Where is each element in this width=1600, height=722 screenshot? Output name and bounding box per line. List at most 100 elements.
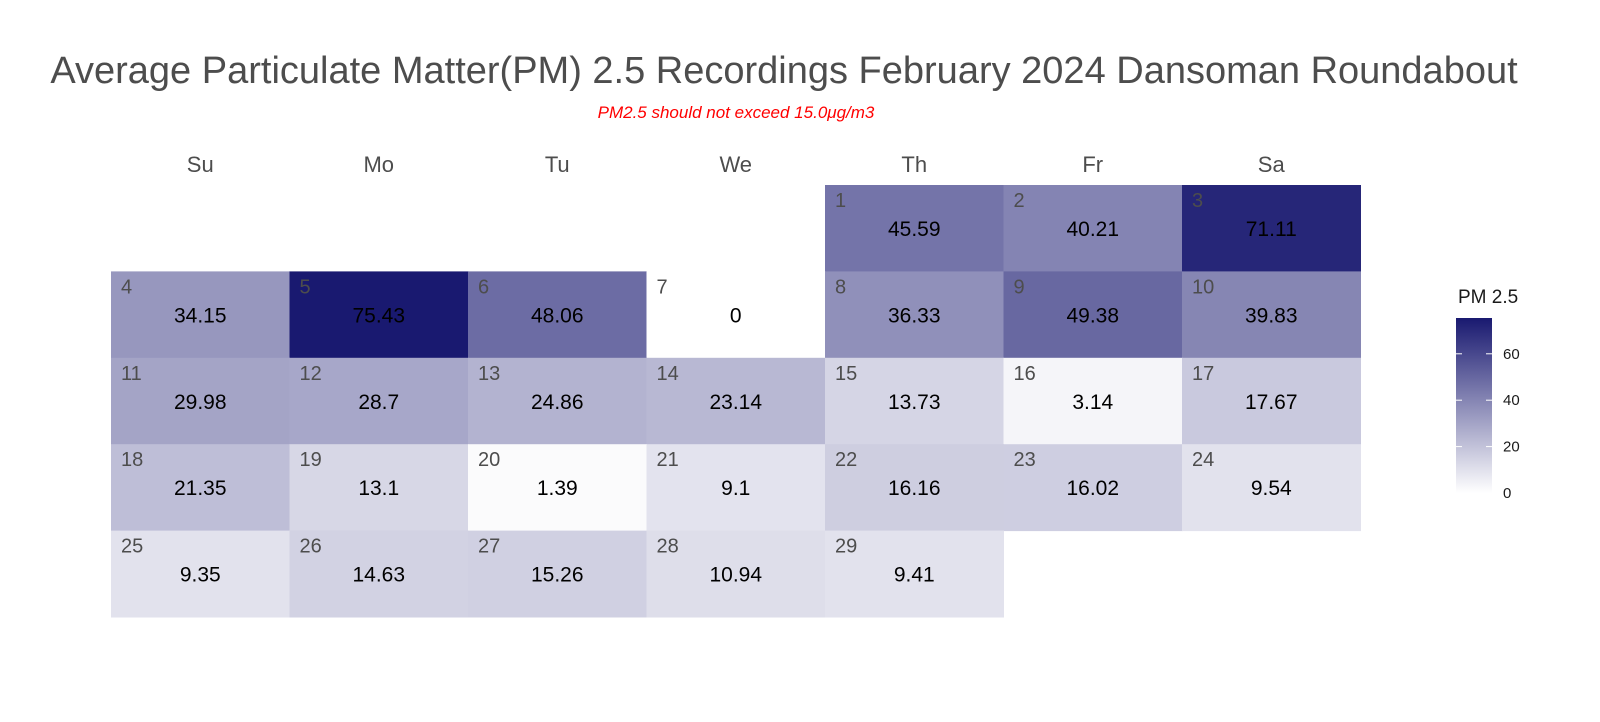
day-number: 20 bbox=[478, 449, 500, 471]
day-number: 5 bbox=[300, 276, 311, 298]
day-cell: 836.33 bbox=[825, 271, 1004, 359]
weekday-label: Th bbox=[901, 152, 927, 177]
legend-tick-label: 60 bbox=[1503, 346, 1520, 363]
day-value-label: 34.15 bbox=[174, 304, 227, 327]
day-cell: 219.1 bbox=[646, 444, 826, 532]
day-number: 8 bbox=[835, 276, 846, 298]
day-cell-fill bbox=[1003, 185, 1183, 272]
day-cell-fill bbox=[1182, 185, 1361, 272]
day-number: 19 bbox=[300, 449, 322, 471]
day-value-label: 71.11 bbox=[1246, 218, 1297, 241]
day-number: 9 bbox=[1014, 276, 1025, 298]
day-cell: 15 13.73 bbox=[825, 357, 1004, 445]
day-cell-fill bbox=[111, 444, 290, 532]
day-cell: 249.54 bbox=[1182, 444, 1361, 532]
day-cell: 14 23.14 bbox=[646, 357, 826, 445]
legend-title: PM 2.5 bbox=[1458, 287, 1518, 308]
day-number: 16 bbox=[1014, 363, 1036, 385]
day-cell-fill bbox=[111, 271, 290, 359]
day-number: 25 bbox=[121, 536, 143, 558]
day-cell-fill bbox=[825, 185, 1004, 272]
weekday-label: Tu bbox=[545, 152, 570, 177]
day-value-label: 16.02 bbox=[1066, 477, 1119, 500]
day-cell-fill bbox=[825, 271, 1004, 359]
day-value-label: 39.83 bbox=[1245, 304, 1298, 327]
day-value-label: 9.35 bbox=[180, 564, 221, 587]
day-value-label: 23.14 bbox=[709, 391, 762, 414]
day-cell-fill bbox=[1003, 357, 1183, 445]
day-value-label: 1.39 bbox=[537, 477, 578, 500]
day-number: 11 bbox=[121, 363, 142, 385]
day-number: 6 bbox=[478, 276, 489, 298]
day-value-label: 45.59 bbox=[888, 218, 941, 241]
day-number: 1 bbox=[835, 190, 846, 212]
day-number: 7 bbox=[657, 276, 668, 298]
weekday-label: Fr bbox=[1082, 152, 1103, 177]
day-number: 15 bbox=[835, 363, 857, 385]
day-cell: 145.59 bbox=[825, 185, 1004, 272]
day-number: 21 bbox=[657, 449, 679, 471]
day-cell-fill bbox=[646, 530, 826, 618]
day-cell-fill bbox=[111, 530, 290, 618]
day-cell-fill bbox=[646, 444, 826, 532]
day-cell: 299.41 bbox=[825, 530, 1004, 618]
day-number: 29 bbox=[835, 536, 857, 558]
weekday-label: Su bbox=[187, 152, 214, 177]
day-cell-fill bbox=[1182, 444, 1361, 532]
day-value-label: 3.14 bbox=[1072, 391, 1113, 414]
color-legend: PM 2.5 0 20 40 60 bbox=[1456, 287, 1520, 502]
legend-tick-label: 0 bbox=[1503, 485, 1511, 502]
day-number: 2 bbox=[1014, 190, 1025, 212]
day-number: 22 bbox=[835, 449, 857, 471]
day-number: 23 bbox=[1014, 449, 1036, 471]
day-cell: 10 39.83 bbox=[1182, 271, 1361, 359]
day-value-label: 9.41 bbox=[894, 564, 935, 587]
day-cell: 371.11 bbox=[1182, 185, 1361, 272]
day-cell: 70 bbox=[646, 271, 826, 359]
day-cell-fill bbox=[1003, 444, 1183, 532]
day-cell-fill bbox=[468, 357, 647, 445]
day-number: 26 bbox=[300, 536, 322, 558]
day-cell-fill bbox=[825, 530, 1004, 618]
day-cell: 434.15 bbox=[111, 271, 290, 359]
day-value-label: 48.06 bbox=[531, 304, 584, 327]
day-cell-fill bbox=[468, 271, 647, 359]
chart-title: Average Particulate Matter(PM) 2.5 Recor… bbox=[50, 50, 1518, 92]
day-cell: 22 16.16 bbox=[825, 444, 1004, 532]
day-cell-fill bbox=[1182, 271, 1361, 359]
day-number: 28 bbox=[657, 536, 679, 558]
weekday-header: Su Mo Tu We Th Fr Sa bbox=[187, 152, 1286, 177]
day-cell-fill bbox=[646, 271, 826, 359]
day-value-label: 36.33 bbox=[888, 304, 941, 327]
day-cell: 27 15.26 bbox=[468, 530, 647, 618]
day-cell: 201.39 bbox=[468, 444, 647, 532]
day-cell: 163.14 bbox=[1003, 357, 1183, 445]
day-cell-fill bbox=[111, 357, 290, 445]
day-value-label: 16.16 bbox=[888, 477, 941, 500]
day-value-label: 9.1 bbox=[721, 477, 750, 500]
day-cell-fill bbox=[646, 357, 826, 445]
day-value-label: 49.38 bbox=[1066, 304, 1119, 327]
day-cell: 19 13.1 bbox=[289, 444, 469, 532]
day-cell-fill bbox=[289, 530, 469, 618]
day-number: 27 bbox=[478, 536, 500, 558]
day-cell-fill bbox=[1182, 357, 1361, 445]
day-number: 18 bbox=[121, 449, 143, 471]
day-cell: 11 29.98 bbox=[111, 357, 290, 445]
day-cell-fill bbox=[289, 271, 469, 359]
day-cell: 26 14.63 bbox=[289, 530, 469, 618]
day-value-label: 13.1 bbox=[358, 477, 399, 500]
day-cell: 648.06 bbox=[468, 271, 647, 359]
legend-tick-label: 40 bbox=[1503, 392, 1520, 409]
day-number: 14 bbox=[657, 363, 679, 385]
day-cell: 949.38 bbox=[1003, 271, 1183, 359]
calendar-grid: 145.59240.21371.11434.15575.43648.067083… bbox=[111, 185, 1361, 618]
day-cell: 23 16.02 bbox=[1003, 444, 1183, 532]
weekday-label: Mo bbox=[363, 152, 394, 177]
day-cell: 259.35 bbox=[111, 530, 290, 618]
day-number: 4 bbox=[121, 276, 132, 298]
day-cell-fill bbox=[1003, 271, 1183, 359]
day-value-label: 0 bbox=[730, 304, 742, 327]
day-cell: 28 10.94 bbox=[646, 530, 826, 618]
